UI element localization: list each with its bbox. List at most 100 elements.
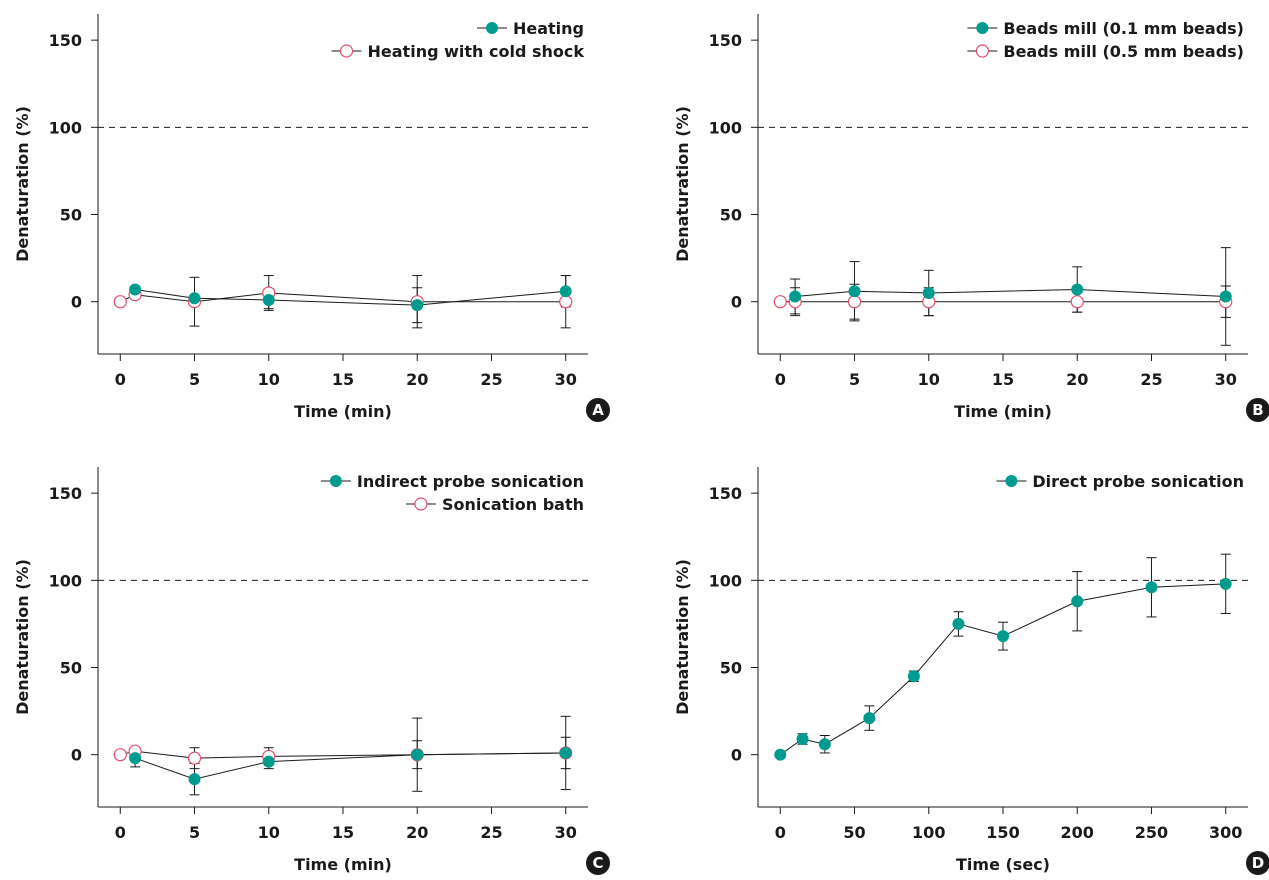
panel-d-legend-label-0: Direct probe sonication: [1032, 472, 1244, 491]
panel-d-badge-label: D: [1252, 854, 1264, 872]
panel-b-y-tick-label: 50: [720, 206, 742, 225]
panel-d-y-tick-label: 50: [720, 659, 742, 678]
panel-a-series-1-point: [559, 295, 573, 309]
panel-d-series-0-point: [997, 630, 1009, 643]
panel-a-series-0-point: [559, 285, 572, 298]
panel-d-series-0-point: [796, 733, 809, 745]
panel-a-x-tick-label: 15: [332, 370, 354, 389]
panel-b-legend-label-1: Beads mill (0.5 mm beads): [1003, 42, 1244, 61]
panel-c-series-0-point: [188, 773, 201, 786]
panel-b-series-1-point: [847, 295, 862, 309]
panel-d-series-0-point: [1145, 581, 1158, 594]
panel-a-y-tick-label: 100: [49, 118, 82, 137]
panel-c-badge: [586, 851, 610, 875]
panel-d-x-tick-label: 200: [1061, 823, 1094, 842]
panel-a-legend-marker-1: [339, 44, 354, 58]
panel-c-x-tick-label: 10: [258, 823, 280, 842]
panel-b-badge: [1246, 398, 1269, 422]
panel-a-x-tick-label: 0: [115, 370, 126, 389]
panel-b-legend-marker-1: [975, 44, 989, 58]
panel-d-series-0-point: [774, 748, 787, 761]
panel-a-y-tick-label: 50: [60, 206, 82, 225]
panel-b-x-tick-label: 20: [1066, 370, 1088, 389]
panel-d-x-tick-label: 0: [775, 823, 786, 842]
panel-c-x-tick-label: 30: [555, 823, 577, 842]
panel-d-series-0-point: [818, 738, 831, 751]
panel-c-series-0-point: [559, 746, 572, 759]
panel-c-x-tick-label: 20: [406, 823, 428, 842]
panel-b-x-tick-label: 30: [1215, 370, 1237, 389]
panel-c-series-0-point: [262, 755, 275, 768]
panel-c-x-tick-label: 25: [480, 823, 502, 842]
panel-a-x-tick-label: 20: [406, 370, 428, 389]
panel-c: 0 50 100 150 0 5 10 15 20 25 30 Time (min) Denaturat…: [13, 467, 610, 875]
panel-c-y-tick-label: 150: [49, 484, 82, 503]
panel-d-x-tick-label: 250: [1135, 823, 1168, 842]
panel-d-x-tick-label: 300: [1209, 823, 1242, 842]
panel-c-badge-label: C: [592, 854, 603, 872]
panel-a-x-axis-label: Time (min): [294, 402, 392, 421]
panel-a-y-axis-label: Denaturation (%): [13, 106, 32, 262]
panel-b-series-0-point: [789, 290, 802, 303]
panel-d-series-0-point: [863, 712, 876, 725]
panel-b-x-tick-label: 10: [918, 370, 940, 389]
panel-d-y-axis-label: Denaturation (%): [673, 559, 692, 715]
panel-b-x-tick-label: 25: [1140, 370, 1162, 389]
panel-a-x-tick-label: 10: [258, 370, 280, 389]
panel-d-x-tick-label: 50: [843, 823, 865, 842]
panel-b-x-tick-label: 0: [775, 370, 786, 389]
panel-b-x-axis-label: Time (min): [954, 402, 1052, 421]
panel-a-y-tick-label: 0: [71, 293, 82, 312]
panel-d-y-tick-label: 150: [709, 484, 742, 503]
panel-a-badge-label: A: [592, 401, 604, 419]
panel-d-x-tick-label: 100: [912, 823, 945, 842]
panel-a: 0 50 100 150 0 5 10 15 20 25 30 Time (min) Denaturat…: [13, 14, 610, 422]
panel-c-legend-marker-1: [414, 497, 428, 511]
panel-c-legend-label-1: Sonication bath: [442, 495, 584, 514]
panel-b-x-tick-label: 15: [992, 370, 1014, 389]
panel-c-legend-marker-0: [329, 475, 342, 487]
panel-a-legend-label-0: Heating: [513, 19, 584, 38]
panel-b-series-0-point: [1219, 290, 1232, 303]
panel-a-badge: [586, 398, 610, 422]
panel-a-x-tick-label: 25: [480, 370, 502, 389]
panel-c-y-tick-label: 50: [60, 659, 82, 678]
panel-b-series-0-point: [922, 286, 935, 299]
panel-a-series-1-point: [113, 295, 127, 309]
panel-c-series-0-point: [411, 748, 424, 761]
panel-d-series-0-point: [1071, 595, 1084, 608]
panel-c-series-1-line: [120, 750, 566, 759]
panel-a-series-0-point: [262, 293, 275, 306]
panel-d-x-tick-label: 150: [986, 823, 1019, 842]
panel-a-legend-label-1: Heating with cold shock: [368, 42, 585, 61]
panel-b-legend-label-0: Beads mill (0.1 mm beads): [1003, 19, 1244, 38]
panel-c-x-tick-label: 0: [115, 823, 126, 842]
panel-a-x-tick-label: 5: [189, 370, 200, 389]
panel-d-y-tick-label: 100: [709, 571, 742, 590]
panel-c-y-tick-label: 100: [49, 571, 82, 590]
panel-b-y-axis-label: Denaturation (%): [673, 106, 692, 262]
panel-c-legend-label-0: Indirect probe sonication: [357, 472, 584, 491]
panel-b-badge-label: B: [1252, 401, 1263, 419]
panel-d: 0 50 100 150 0 50 100 150 200 250 300 Time (sec) Den…: [673, 467, 1269, 875]
panel-c-x-tick-label: 5: [189, 823, 200, 842]
panel-d-series-0-point: [907, 670, 920, 683]
panel-c-x-tick-label: 15: [332, 823, 354, 842]
panel-c-series-0-point: [129, 752, 142, 765]
panel-b-y-tick-label: 100: [709, 118, 742, 137]
panel-c-series-1-point: [187, 751, 202, 765]
panel-a-legend-marker-0: [485, 22, 498, 34]
panel-a-series-0-point: [129, 283, 142, 296]
panel-d-badge: [1246, 851, 1269, 875]
panel-b: 0 50 100 150 0 5 10 15 20 25 30 Time (min) Denaturat…: [673, 14, 1269, 422]
panel-b-series-1-point: [773, 295, 787, 309]
panel-a-series-0-point: [411, 299, 424, 312]
panel-c-y-tick-label: 0: [71, 746, 82, 765]
panel-c-series-1-point: [113, 748, 127, 762]
panel-c-y-axis-label: Denaturation (%): [13, 559, 32, 715]
panel-d-series-0-line: [779, 583, 1226, 756]
panel-c-x-axis-label: Time (min): [294, 855, 392, 874]
panel-b-y-tick-label: 0: [731, 293, 742, 312]
panel-d-series-0-point: [1219, 577, 1232, 590]
